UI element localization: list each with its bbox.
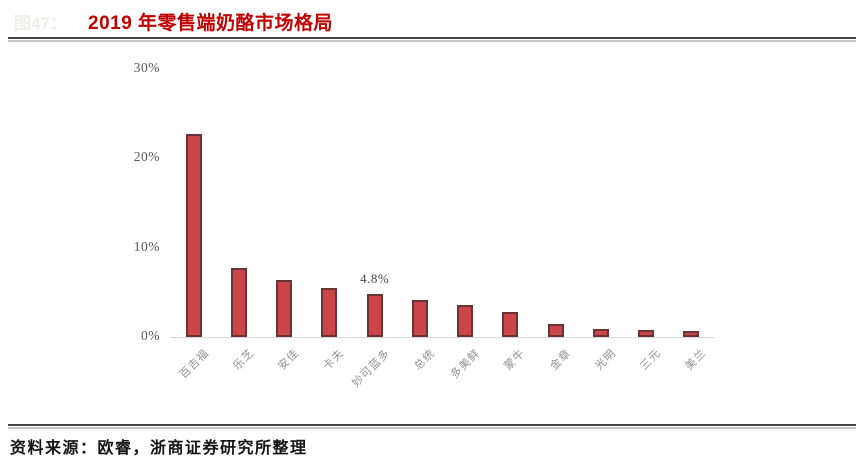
bar — [592, 328, 609, 337]
bar — [366, 294, 383, 337]
category-label: 光明 — [593, 347, 619, 373]
chart-title: 2019 年零售端奶酪市场格局 — [88, 13, 334, 34]
bar — [547, 323, 564, 337]
bar — [230, 268, 247, 337]
bar — [502, 311, 519, 337]
bar — [185, 134, 202, 337]
title-divider-line — [8, 37, 856, 39]
category-label: 美兰 — [683, 347, 709, 373]
category-label: 多美鲜 — [448, 347, 483, 382]
ytick-label: 10% — [133, 238, 160, 254]
category-label: 总统 — [412, 347, 438, 373]
category-label: 安佳 — [276, 347, 302, 373]
data-source-note: 资料来源：欧睿，浙商证券研究所整理 — [10, 440, 308, 457]
figure-number-ghost-label: 图47： — [14, 14, 67, 33]
bar — [276, 279, 293, 337]
category-label: 妙可蓝多 — [349, 347, 393, 390]
ytick-label: 20% — [133, 149, 160, 165]
category-label: 百吉福 — [177, 347, 212, 382]
x-axis-line — [171, 337, 714, 338]
footer-divider-line — [8, 424, 856, 426]
ytick-label: 30% — [133, 60, 160, 75]
bar — [457, 304, 474, 337]
category-label: 蒙牛 — [502, 347, 528, 373]
value-label: 4.8% — [360, 271, 390, 287]
category-label: 三元 — [638, 347, 664, 373]
bar — [683, 330, 700, 337]
bar — [638, 329, 655, 337]
ytick-label: 0% — [141, 328, 160, 343]
category-label: 卡夫 — [321, 347, 347, 373]
category-label: 金章 — [547, 347, 574, 373]
bar — [321, 287, 338, 337]
bar — [411, 300, 428, 337]
category-label: 乐芝 — [231, 347, 257, 373]
